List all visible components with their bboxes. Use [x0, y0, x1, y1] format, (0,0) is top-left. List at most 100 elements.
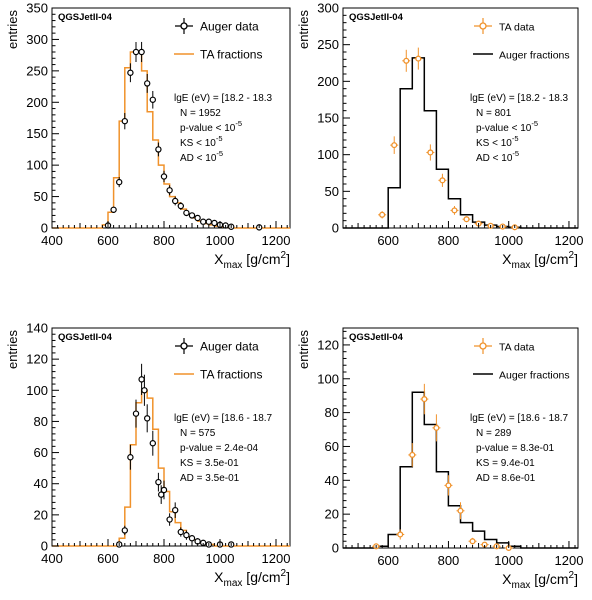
stat-text: KS = 3.5e-01 — [180, 458, 239, 469]
y-tick-label: 250 — [26, 63, 48, 78]
y-tick-label: 0 — [332, 541, 339, 556]
point-marker — [166, 516, 173, 523]
point-marker — [451, 207, 458, 214]
stat-annotation: lgE (eV) = [18.2 - 18.3 — [470, 93, 569, 104]
x-tick-label: 1000 — [494, 553, 523, 568]
data-point — [141, 374, 148, 406]
legend-label: Auger data — [200, 20, 259, 34]
data-point — [166, 513, 173, 526]
x-label-sup: 2 — [569, 250, 575, 261]
point-marker — [397, 531, 404, 538]
data-point — [194, 214, 201, 222]
panel-1: 400 600 800 1000 1200 0 50 100 150 200 250 300 350 en… — [5, 1, 291, 271]
data-point — [166, 185, 173, 196]
y-tick-label: 0 — [41, 221, 48, 236]
legend-entry: TA data — [474, 338, 535, 354]
y-axis-label: entries — [296, 330, 311, 370]
y-tick-label: 80 — [325, 405, 339, 420]
stat-annotation: KS = 9.4e-01 — [476, 458, 535, 469]
point-marker — [141, 387, 148, 394]
legend-label: Auger data — [200, 340, 259, 354]
x-label-unit: [g/cm — [242, 251, 280, 267]
data-point — [132, 41, 140, 63]
point-marker — [143, 80, 151, 87]
model-label: QGSJetII-04 — [349, 332, 404, 343]
point-marker — [188, 535, 196, 542]
data-point — [211, 219, 218, 227]
point-marker — [166, 187, 173, 194]
stat-text: AD = 3.5e-01 — [180, 473, 240, 484]
legend-entry: TA fractions — [174, 368, 262, 382]
data-point — [188, 212, 196, 219]
y-tick-label: 150 — [317, 111, 339, 126]
y-axis-label: entries — [5, 330, 20, 370]
y-tick-label: 150 — [26, 126, 48, 141]
point-marker — [132, 410, 140, 417]
point-marker — [199, 218, 207, 225]
data-point — [157, 485, 165, 504]
point-marker — [188, 212, 196, 219]
legend-entry: Auger data — [175, 338, 259, 354]
x-tick-label: 1000 — [206, 233, 235, 248]
y-tick-label: 20 — [34, 507, 48, 522]
point-marker — [463, 216, 470, 223]
x-tick-label: 400 — [41, 233, 63, 248]
data-point — [188, 535, 196, 542]
x-tick-label: 1200 — [262, 551, 291, 566]
model-label: QGSJetII-04 — [58, 332, 113, 343]
data-point — [426, 144, 435, 161]
stat-annotation: lgE (eV) = [18.6 - 18.7 — [470, 413, 569, 424]
data-point — [160, 170, 168, 183]
legend-entry: TA data — [474, 18, 535, 34]
point-marker — [391, 142, 398, 149]
legend-marker — [479, 342, 487, 350]
y-tick-label: 120 — [26, 352, 48, 367]
x-tick-label: 600 — [97, 233, 119, 248]
data-point — [420, 383, 429, 415]
stat-annotation: p-value = 2.4e-04 — [180, 443, 259, 454]
point-marker — [149, 440, 156, 447]
legend-marker — [180, 342, 188, 350]
x-label-end: ] — [574, 251, 578, 267]
legend-label: Auger fractions — [499, 370, 570, 382]
stat-annotation: N = 801 — [476, 108, 512, 119]
point-marker — [127, 69, 134, 76]
point-marker — [177, 202, 184, 210]
point-marker — [194, 214, 201, 222]
x-label-main: X — [214, 569, 224, 585]
legend-entry: Auger data — [175, 18, 259, 34]
stat-superscript: -5 — [216, 134, 223, 143]
stat-text: p-value = 2.4e-04 — [180, 443, 259, 454]
x-axis-label: Xmax [g/cm2] — [502, 250, 578, 271]
stat-text: KS < 10 — [180, 138, 216, 149]
stat-annotation: KS = 3.5e-01 — [180, 458, 239, 469]
x-tick-label: 1200 — [555, 233, 584, 248]
stat-text: AD < 10 — [180, 153, 217, 164]
data-point — [115, 177, 123, 188]
point-marker — [469, 538, 476, 545]
x-label-sub: max — [224, 260, 243, 271]
panel-2: 600 800 1000 1200 0 50 100 150 200 250 300 entries X… — [296, 1, 583, 272]
point-marker — [439, 177, 446, 184]
data-point — [199, 218, 207, 225]
x-tick-label: 1000 — [494, 233, 523, 248]
stat-annotation: p-value = 8.3e-01 — [476, 443, 555, 454]
y-tick-label: 100 — [26, 383, 48, 398]
data-point — [177, 527, 184, 537]
point-marker — [149, 96, 156, 103]
point-marker — [132, 48, 140, 56]
stat-annotation: AD = 8.6e-01 — [476, 473, 536, 484]
point-marker — [160, 173, 168, 180]
stat-annotation: p-value < 10-5 — [476, 119, 538, 134]
stat-text: N = 1952 — [180, 108, 221, 119]
point-marker — [445, 482, 452, 489]
x-tick-label: 1200 — [262, 233, 291, 248]
y-tick-label: 0 — [41, 539, 48, 554]
stat-text: N = 801 — [476, 108, 512, 119]
x-axis-label: Xmax [g/cm2] — [214, 568, 290, 589]
legend-entry: Auger fractions — [473, 50, 570, 62]
x-label-sup: 2 — [281, 568, 287, 579]
stat-text: lgE (eV) = [18.2 - 18.3 — [174, 93, 273, 104]
stat-annotation: lgE (eV) = [18.6 - 18.7 — [174, 413, 273, 424]
data-point — [143, 404, 151, 433]
